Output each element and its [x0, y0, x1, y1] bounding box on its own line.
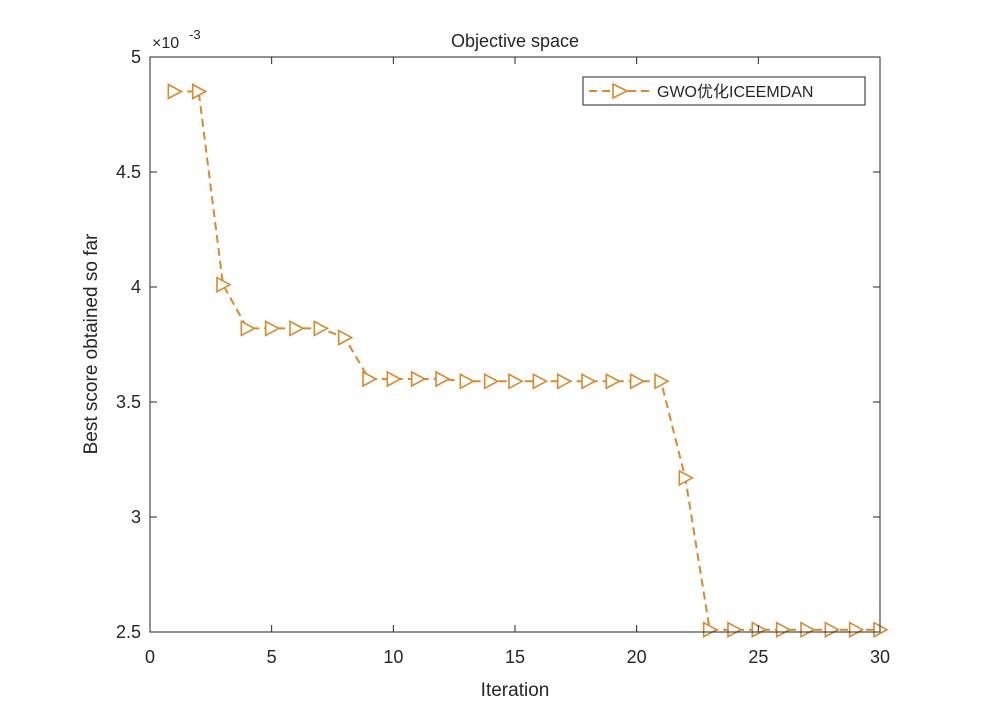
y-tick-label: 3.5: [116, 392, 141, 412]
legend-marker: [612, 82, 629, 100]
y-tick-label: 5: [131, 47, 141, 67]
data-point-marker: [362, 370, 378, 388]
data-point-marker: [410, 370, 427, 388]
x-tick-label: 10: [383, 647, 403, 667]
data-point-marker: [556, 372, 573, 390]
y-axis-exponent: ×10 -3: [152, 27, 201, 52]
data-point-marker: [313, 320, 330, 337]
x-tick-label: 30: [870, 647, 890, 667]
plot-background: [150, 57, 880, 632]
x-tick-label: 25: [748, 647, 768, 667]
data-point-marker: [678, 469, 695, 487]
data-point-marker: [775, 621, 792, 639]
y-tick-label: 3: [131, 507, 141, 527]
y-axis-ticks: 2.5 3 3.5 4 4.5 5: [116, 47, 880, 642]
data-point-marker: [191, 83, 208, 100]
x-tick-label: 0: [145, 647, 155, 667]
data-point-marker: [629, 372, 646, 390]
y-tick-label: 4: [131, 277, 141, 297]
data-point-marker: [605, 372, 622, 390]
data-point-marker: [824, 621, 841, 639]
data-point-marker: [508, 372, 524, 390]
data-point-marker: [167, 83, 184, 100]
data-point-marker: [459, 372, 476, 390]
data-point-marker: [702, 621, 719, 639]
y-axis-label: Best score obtained so far: [81, 233, 102, 454]
data-point-marker: [337, 329, 354, 346]
data-point-marker: [483, 372, 500, 390]
data-point-marker: [532, 372, 549, 390]
data-point-marker: [581, 372, 597, 390]
chart-title: Objective space: [451, 31, 579, 51]
legend-label: GWO优化ICEEMDAN: [657, 83, 813, 101]
data-point-marker: [240, 320, 257, 337]
data-point-marker: [435, 370, 451, 388]
x-tick-label: 15: [505, 647, 525, 667]
x-axis-label: Iteration: [481, 680, 550, 701]
data-point-marker: [289, 320, 305, 337]
x-tick-label: 20: [627, 647, 647, 667]
y-tick-label: 2.5: [116, 622, 141, 642]
legend: GWO优化ICEEMDAN: [582, 76, 866, 106]
y-tick-label: 4.5: [116, 162, 141, 182]
x-tick-label: 5: [267, 647, 277, 667]
data-point-marker: [264, 320, 281, 337]
data-point-marker: [727, 621, 743, 639]
data-point-marker: [386, 370, 403, 388]
y-axis-exponent-base: ×10: [152, 35, 179, 52]
y-axis-exponent-power: -3: [189, 27, 201, 42]
data-point-marker: [216, 276, 232, 294]
data-point-marker: [800, 621, 816, 639]
data-point-marker: [848, 621, 865, 639]
data-point-marker: [654, 372, 670, 390]
x-axis-ticks: 0 5 10 15 20 25 30: [145, 57, 890, 667]
